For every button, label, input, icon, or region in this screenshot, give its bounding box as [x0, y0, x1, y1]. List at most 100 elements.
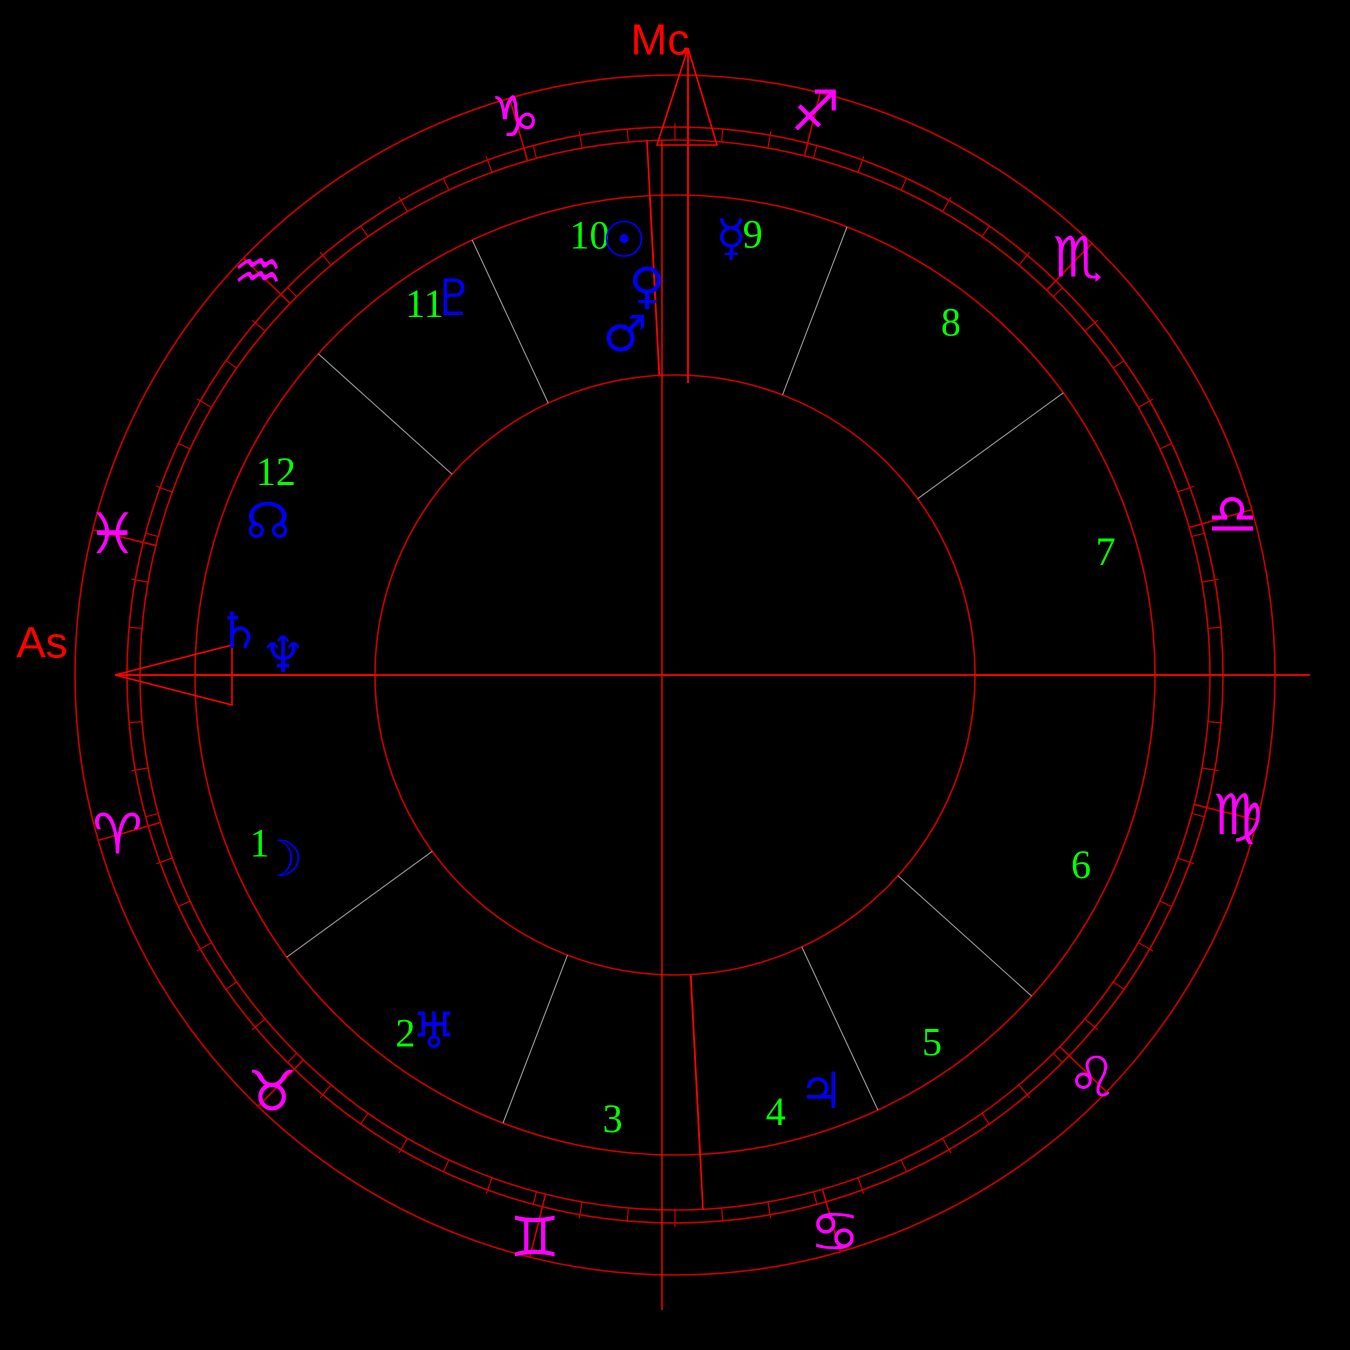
- house-number-5: 5: [922, 1019, 942, 1064]
- house-cusp-line: [801, 946, 879, 1111]
- degree-tick: [900, 178, 908, 191]
- degree-tick: [129, 626, 143, 629]
- midheaven-label: Mc: [631, 16, 690, 65]
- sign-boundary-line: [92, 529, 157, 547]
- planet-glyph-north-node: ☊: [246, 492, 290, 550]
- degree-tick: [532, 1191, 538, 1205]
- house-number-9: 9: [743, 211, 763, 256]
- house-cusp-line: [502, 954, 569, 1124]
- degree-tick: [319, 1084, 332, 1099]
- degree-tick: [287, 287, 298, 298]
- degree-tick: [398, 1138, 409, 1154]
- degree-tick: [319, 251, 332, 266]
- degree-tick: [857, 156, 865, 173]
- degree-tick: [1084, 319, 1099, 332]
- house-number-11: 11: [405, 281, 444, 326]
- sign-glyph-cancer: ♋: [810, 1200, 860, 1265]
- sign-boundary-line: [508, 98, 529, 161]
- angular-cusp-extension: [646, 140, 651, 196]
- planet-glyph-neptune: ♆: [261, 626, 306, 684]
- degree-tick: [225, 360, 238, 369]
- house-number-3: 3: [603, 1096, 623, 1141]
- degree-tick: [767, 1201, 772, 1219]
- sign-glyph-gemini: ♊: [510, 1205, 560, 1270]
- sign-boundary-line: [1046, 242, 1093, 291]
- house-number-6: 6: [1071, 842, 1091, 887]
- degree-tick: [578, 1201, 583, 1219]
- house-cusp-line: [917, 392, 1064, 500]
- degree-tick: [251, 1018, 266, 1031]
- degree-tick: [1207, 626, 1221, 629]
- angular-cusp-extension: [699, 1154, 704, 1210]
- sign-boundary-line: [821, 1189, 842, 1252]
- house-cusp-line: [286, 850, 433, 958]
- angular-house-cusp-line: [689, 974, 702, 1155]
- sign-boundary-line: [803, 92, 821, 157]
- house-cusp-line: [317, 353, 453, 475]
- degree-tick: [178, 442, 191, 450]
- degree-tick: [578, 131, 583, 149]
- planet-glyph-uranus: ♅: [412, 1002, 457, 1060]
- sign-boundary-line: [98, 821, 161, 842]
- degree-tick: [981, 1112, 990, 1125]
- sign-glyph-sagittarius: ♐: [790, 80, 840, 145]
- degree-tick: [398, 196, 409, 212]
- sign-glyph-aquarius: ♒: [233, 240, 283, 305]
- degree-tick: [485, 156, 493, 173]
- degree-tick: [1177, 857, 1194, 865]
- planet-glyph-mars: ♂: [603, 305, 648, 363]
- planet-glyph-mercury: ☿: [716, 209, 747, 267]
- degree-tick: [156, 857, 173, 865]
- degree-tick: [251, 319, 266, 332]
- degree-tick: [767, 131, 772, 149]
- degree-tick: [287, 1052, 298, 1063]
- degree-tick: [721, 1207, 724, 1221]
- ascendant-arrow-icon: [114, 643, 233, 707]
- degree-tick: [857, 1177, 865, 1194]
- ascendant-label: As: [16, 619, 67, 668]
- planet-glyph-saturn: ♄: [217, 602, 262, 660]
- degree-tick: [360, 225, 369, 238]
- degree-tick: [941, 196, 952, 212]
- house-number-10: 10: [570, 213, 610, 258]
- degree-tick: [1138, 941, 1154, 952]
- degree-tick: [1052, 1052, 1063, 1063]
- degree-tick: [532, 145, 538, 159]
- sign-glyph-aries: ♈: [92, 802, 142, 867]
- degree-tick: [1018, 251, 1031, 266]
- degree-tick: [225, 981, 238, 990]
- sign-boundary-line: [257, 1059, 304, 1108]
- degree-tick: [442, 1159, 450, 1172]
- house-number-8: 8: [941, 299, 961, 344]
- planet-glyph-sun: ☉: [602, 211, 647, 269]
- degree-tick: [626, 1207, 629, 1221]
- degree-tick: [1191, 812, 1205, 818]
- degree-tick: [1201, 578, 1219, 583]
- sign-glyph-virgo: ♍: [1213, 783, 1263, 848]
- degree-tick: [1159, 900, 1172, 908]
- degree-tick: [442, 178, 450, 191]
- sign-boundary-line: [1193, 803, 1258, 821]
- degree-tick: [1052, 287, 1063, 298]
- house-number-7: 7: [1096, 529, 1116, 574]
- degree-tick: [1177, 485, 1194, 493]
- degree-tick: [981, 225, 990, 238]
- degree-tick: [196, 398, 212, 409]
- degree-tick: [1191, 532, 1205, 538]
- degree-tick: [131, 767, 149, 772]
- degree-tick: [626, 129, 629, 143]
- sign-glyph-capricorn: ♑: [490, 85, 540, 150]
- planet-glyph-moon: ☽: [259, 830, 304, 888]
- planet-glyph-pluto: ♇: [432, 269, 477, 327]
- degree-tick: [131, 578, 149, 583]
- degree-tick: [1112, 360, 1125, 369]
- degree-tick: [1201, 767, 1219, 772]
- house-cusp-line: [471, 239, 549, 404]
- sign-glyph-scorpio: ♏: [1053, 225, 1103, 290]
- sign-glyph-pisces: ♓: [87, 502, 137, 567]
- house-number-4: 4: [766, 1089, 786, 1134]
- degree-tick: [145, 532, 159, 538]
- degree-tick: [1018, 1084, 1031, 1099]
- house-number-2: 2: [395, 1010, 415, 1055]
